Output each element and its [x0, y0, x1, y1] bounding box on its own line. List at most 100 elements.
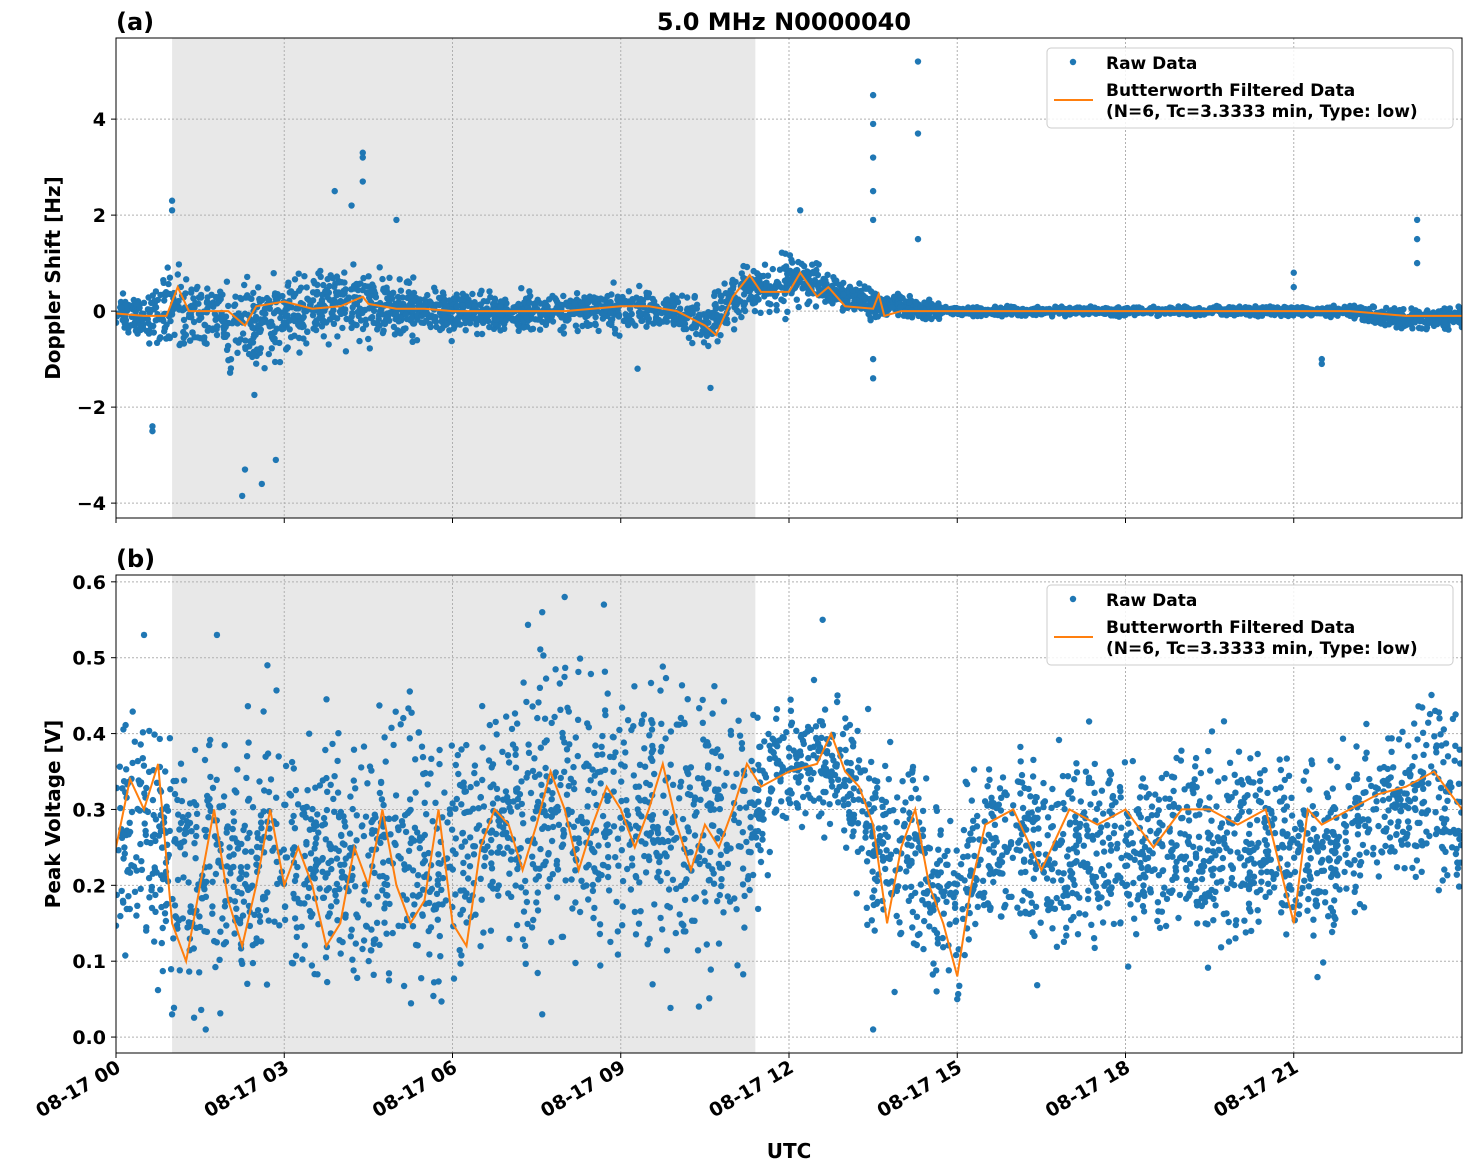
raw-data-point [248, 295, 255, 302]
raw-data-point [699, 775, 706, 782]
raw-data-point [1373, 798, 1380, 805]
raw-data-point [757, 309, 764, 316]
raw-data-point [249, 324, 256, 331]
raw-data-point [793, 727, 800, 734]
raw-data-point [738, 270, 745, 277]
raw-data-point [156, 335, 163, 343]
raw-data-point [410, 274, 417, 281]
raw-data-point [1441, 866, 1448, 873]
raw-data-point [333, 273, 341, 280]
raw-data-point [1441, 805, 1449, 812]
raw-data-point [225, 357, 232, 364]
raw-data-point [275, 753, 282, 760]
raw-data-point [1344, 844, 1351, 852]
raw-data-point [759, 836, 766, 843]
raw-data-point [1076, 910, 1083, 917]
raw-data-point [1131, 915, 1138, 922]
raw-data-point [574, 327, 581, 335]
raw-data-point [231, 930, 238, 937]
raw-data-point [400, 714, 407, 722]
raw-data-point [206, 741, 213, 749]
raw-data-point [150, 811, 157, 819]
raw-data-point [403, 315, 411, 323]
raw-data-point [136, 304, 143, 312]
raw-data-point [867, 314, 874, 322]
raw-data-point [1110, 920, 1118, 928]
raw-data-point [604, 292, 611, 300]
raw-data-point [583, 320, 591, 327]
raw-data-point [1353, 743, 1360, 750]
raw-data-point [284, 282, 292, 289]
raw-data-point [408, 709, 415, 716]
raw-data-point [328, 865, 335, 873]
raw-data-point [259, 296, 266, 304]
raw-data-point [1356, 872, 1364, 879]
raw-data-point [133, 912, 140, 919]
raw-data-point [673, 834, 680, 842]
raw-data-point [134, 326, 141, 333]
raw-data-point [1395, 736, 1403, 743]
raw-data-point [419, 886, 427, 893]
raw-data-outlier [797, 207, 804, 214]
raw-data-point [140, 299, 148, 306]
raw-data-point [255, 284, 262, 291]
raw-data-point [464, 302, 472, 309]
raw-data-point [432, 313, 439, 321]
raw-data-point [578, 300, 585, 307]
raw-data-point [251, 391, 258, 399]
raw-data-point [334, 789, 342, 796]
raw-data-point [1008, 893, 1015, 900]
raw-data-point [252, 313, 260, 321]
raw-data-point [632, 822, 640, 829]
raw-data-point [1234, 849, 1241, 856]
raw-data-point [274, 307, 282, 314]
raw-data-point [146, 306, 153, 313]
raw-data-point [452, 761, 459, 769]
raw-data-point [1207, 767, 1214, 774]
raw-data-outlier [869, 154, 877, 161]
raw-data-point [409, 298, 417, 305]
raw-data-point [1194, 920, 1201, 927]
raw-data-point [121, 324, 128, 331]
raw-data-point [861, 301, 869, 308]
raw-data-point [385, 977, 393, 984]
raw-data-point [875, 825, 882, 832]
raw-data-point [194, 283, 201, 291]
raw-data-point [379, 275, 386, 283]
raw-data-point [316, 301, 323, 308]
raw-data-point [495, 892, 502, 899]
raw-data-point [1129, 757, 1137, 765]
raw-data-point [940, 944, 947, 951]
raw-data-point [1411, 842, 1419, 849]
raw-data-point [849, 743, 857, 750]
raw-data-point [515, 322, 522, 329]
raw-data-point [161, 910, 169, 917]
raw-data-point [887, 738, 894, 746]
raw-data-point [811, 277, 818, 284]
raw-data-point [645, 315, 652, 322]
raw-data-point [1048, 804, 1055, 811]
raw-data-point [1183, 876, 1191, 884]
raw-data-point [643, 323, 650, 330]
raw-data-point [662, 296, 670, 304]
raw-data-point [339, 938, 346, 946]
raw-data-point [730, 326, 738, 333]
raw-data-point [129, 759, 136, 767]
raw-data-point [380, 801, 387, 809]
raw-data-point [359, 309, 366, 316]
raw-data-point [190, 1014, 198, 1021]
raw-data-point [267, 776, 275, 783]
raw-data-point [1136, 794, 1144, 801]
raw-data-point [492, 830, 500, 838]
raw-data-point [1330, 302, 1337, 309]
raw-data-point [667, 1004, 674, 1012]
raw-data-point [230, 883, 237, 890]
raw-data-point [1340, 306, 1347, 314]
raw-data-point [343, 315, 350, 323]
raw-data-point [677, 778, 685, 785]
raw-data-point [1013, 846, 1020, 853]
y-tick-label: 4 [93, 109, 106, 131]
raw-data-point [766, 308, 773, 316]
raw-data-point [492, 718, 499, 726]
raw-data-point [300, 313, 307, 321]
